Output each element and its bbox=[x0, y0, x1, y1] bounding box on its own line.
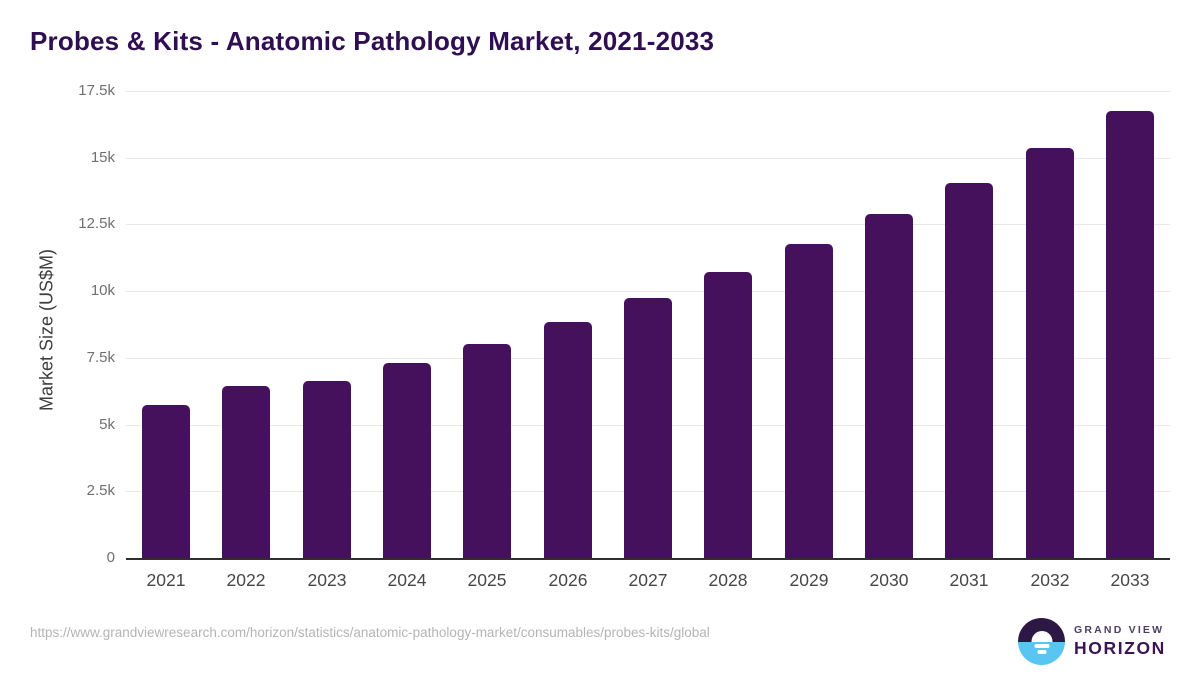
y-tick-label: 12.5k bbox=[78, 215, 115, 232]
bar-2033[interactable] bbox=[1106, 111, 1154, 558]
bar-2031[interactable] bbox=[945, 183, 993, 558]
y-tick-label: 5k bbox=[99, 416, 115, 433]
x-tick-label: 2028 bbox=[708, 570, 748, 590]
bar-2025[interactable] bbox=[463, 344, 511, 558]
bar-2024[interactable] bbox=[383, 363, 431, 558]
bar-2030[interactable] bbox=[865, 214, 913, 558]
y-tick-label: 2.5k bbox=[86, 482, 115, 499]
chart-title: Probes & Kits - Anatomic Pathology Marke… bbox=[30, 26, 715, 56]
y-tick-label: 15k bbox=[90, 149, 115, 166]
gridline bbox=[126, 224, 1170, 225]
logo-text: GRAND VIEW HORIZON bbox=[1074, 624, 1166, 659]
x-tick-label: 2033 bbox=[1110, 570, 1150, 590]
logo-reflection-line-2 bbox=[1037, 650, 1046, 654]
source-url: https://www.grandviewresearch.com/horizo… bbox=[30, 625, 710, 640]
x-tick-label: 2027 bbox=[628, 570, 668, 590]
bar-2032[interactable] bbox=[1026, 148, 1074, 558]
bar-2022[interactable] bbox=[222, 386, 270, 558]
y-tick-label: 7.5k bbox=[86, 349, 115, 366]
logo-brand-bottom: HORIZON bbox=[1074, 638, 1166, 658]
bar-2028[interactable] bbox=[704, 272, 752, 558]
bar-2029[interactable] bbox=[785, 244, 833, 558]
y-tick-label: 17.5k bbox=[78, 82, 115, 99]
x-tick-label: 2025 bbox=[467, 570, 507, 590]
x-tick-label: 2032 bbox=[1030, 570, 1070, 590]
bar-2027[interactable] bbox=[624, 298, 672, 558]
x-tick-label: 2022 bbox=[226, 570, 266, 590]
bar-2023[interactable] bbox=[303, 381, 351, 558]
x-axis-line bbox=[126, 558, 1170, 560]
y-axis-title: Market Size (US$M) bbox=[36, 248, 57, 412]
x-tick-label: 2024 bbox=[387, 570, 427, 590]
gridline bbox=[126, 91, 1170, 92]
y-tick-label: 10k bbox=[90, 282, 115, 299]
x-tick-label: 2023 bbox=[307, 570, 347, 590]
x-tick-label: 2026 bbox=[548, 570, 588, 590]
horizon-logo-icon bbox=[1018, 618, 1065, 665]
gridline bbox=[126, 291, 1170, 292]
bar-2026[interactable] bbox=[544, 322, 592, 558]
logo-sun-dome bbox=[1031, 631, 1052, 642]
x-tick-label: 2021 bbox=[146, 570, 186, 590]
y-tick-label: 0 bbox=[106, 549, 115, 566]
horizon-logo: GRAND VIEW HORIZON bbox=[1018, 618, 1166, 665]
x-tick-label: 2030 bbox=[869, 570, 909, 590]
logo-brand-top: GRAND VIEW bbox=[1074, 624, 1165, 636]
x-tick-label: 2029 bbox=[789, 570, 829, 590]
bar-2021[interactable] bbox=[142, 405, 190, 558]
logo-reflection-line-1 bbox=[1034, 644, 1049, 648]
x-tick-label: 2031 bbox=[949, 570, 989, 590]
logo-sky-half bbox=[1018, 618, 1065, 642]
gridline bbox=[126, 158, 1170, 159]
